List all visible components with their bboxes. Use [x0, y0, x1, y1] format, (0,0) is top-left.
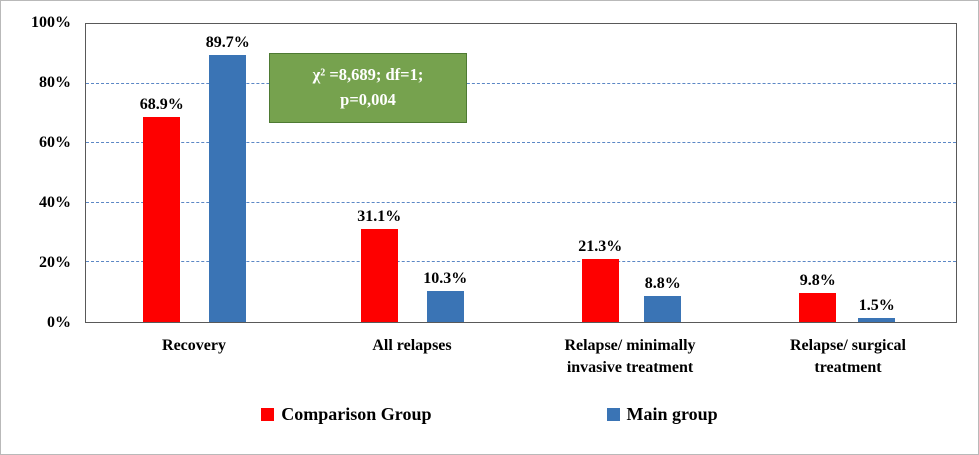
bar — [858, 317, 896, 322]
bar-unit: 1.5% — [858, 24, 896, 322]
gridline — [86, 261, 956, 263]
legend-label: Main group — [626, 404, 718, 424]
y-tick-label: 100% — [31, 14, 71, 31]
bar-value-label: 10.3% — [423, 270, 468, 288]
gridline — [86, 82, 956, 84]
x-category-label: Relapse/ minimally invasive treatment — [564, 337, 696, 376]
x-axis-categories: Recovery All relapses Relapse/ minimally i… — [85, 335, 957, 378]
bar-unit: 31.1% — [357, 24, 401, 322]
bar-value-label: 68.9% — [139, 95, 184, 113]
bar — [143, 116, 181, 322]
legend-swatch — [261, 408, 275, 421]
bar-group: 68.9% 89.7% — [86, 24, 304, 322]
y-tick-label: 80% — [39, 74, 71, 91]
bar — [360, 229, 398, 322]
bar — [426, 291, 464, 322]
bar-unit: 10.3% — [423, 24, 467, 322]
y-tick-label: 20% — [39, 254, 71, 271]
bar-unit: 9.8% — [799, 24, 837, 322]
y-tick-label: 40% — [39, 194, 71, 211]
bar-unit: 8.8% — [644, 24, 682, 322]
y-tick-label: 0% — [47, 314, 71, 331]
bar-value-label: 1.5% — [858, 296, 895, 314]
chi-square-annotation: χ² =8,689; df=1; p=0,004 — [269, 53, 467, 123]
bar — [209, 54, 247, 322]
bar-unit: 68.9% — [140, 24, 184, 322]
bar-group: 31.1% 10.3% — [304, 24, 522, 322]
legend-item: Main group — [606, 404, 718, 425]
bar-group: 9.8% 1.5% — [739, 24, 957, 322]
bar-unit: 89.7% — [206, 24, 250, 322]
bar — [644, 295, 682, 322]
legend-label: Comparison Group — [281, 404, 432, 424]
bar-value-label: 8.8% — [644, 274, 681, 292]
bar-value-label: 21.3% — [578, 237, 623, 255]
gridline — [86, 201, 956, 203]
legend-item: Comparison Group — [261, 404, 432, 425]
annotation-line-1: χ² =8,689; df=1; — [312, 65, 424, 84]
x-category-label: Recovery — [162, 337, 226, 354]
bar-value-label: 9.8% — [799, 271, 836, 289]
bar-group: 21.3% 8.8% — [521, 24, 739, 322]
bar-value-label: 89.7% — [205, 33, 250, 51]
bar-groups: 68.9% 89.7% 31.1% 10.3% 21.3% 8.8% 9.8% 1.5% — [86, 24, 956, 322]
y-tick-label: 60% — [39, 134, 71, 151]
bar-unit: 21.3% — [578, 24, 622, 322]
bar — [799, 292, 837, 322]
bar — [581, 258, 619, 322]
gridline — [86, 142, 956, 144]
x-category-label: Relapse/ surgical treatment — [790, 337, 906, 376]
legend-swatch — [606, 408, 620, 421]
bar-value-label: 31.1% — [357, 208, 402, 226]
x-category-label: All relapses — [372, 337, 452, 354]
plot-area: 68.9% 89.7% 31.1% 10.3% 21.3% 8.8% 9.8% 1.5% — [85, 23, 957, 323]
annotation-line-2: p=0,004 — [340, 89, 396, 109]
y-axis: 0% 20% 40% 60% 80% 100% — [1, 14, 77, 331]
legend: Comparison Group Main group — [1, 404, 978, 425]
